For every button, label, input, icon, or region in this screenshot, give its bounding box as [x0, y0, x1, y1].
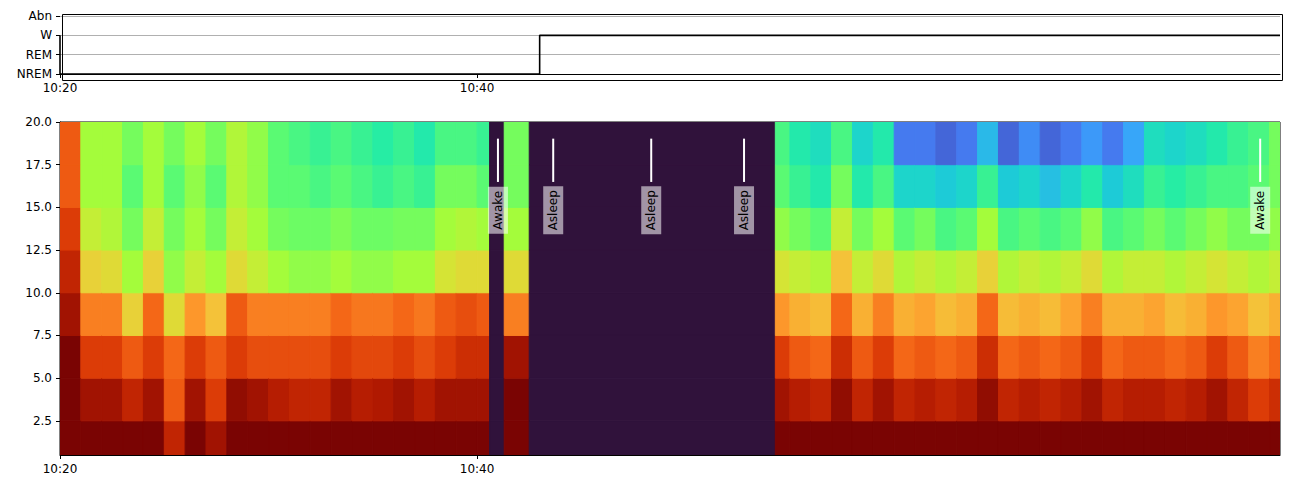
svg-text:Abn: Abn	[29, 9, 52, 23]
svg-text:Asleep: Asleep	[737, 190, 751, 230]
svg-text:10:20: 10:20	[43, 81, 78, 95]
svg-text:10:20: 10:20	[43, 462, 78, 476]
svg-text:Asleep: Asleep	[546, 190, 560, 230]
svg-text:20.0: 20.0	[25, 115, 52, 129]
svg-text:Asleep: Asleep	[644, 190, 658, 230]
svg-text:15.0: 15.0	[25, 200, 52, 214]
svg-text:REM: REM	[26, 48, 52, 62]
svg-text:7.5: 7.5	[33, 328, 52, 342]
svg-text:17.5: 17.5	[25, 158, 52, 172]
svg-text:Awake: Awake	[491, 191, 505, 230]
svg-text:2.5: 2.5	[33, 414, 52, 428]
svg-text:10.0: 10.0	[25, 286, 52, 300]
svg-text:NREM: NREM	[17, 67, 52, 81]
svg-text:10:40: 10:40	[460, 81, 495, 95]
svg-text:Awake: Awake	[1253, 191, 1267, 230]
svg-text:W: W	[40, 28, 52, 42]
svg-text:10:40: 10:40	[460, 462, 495, 476]
svg-text:5.0: 5.0	[33, 371, 52, 385]
svg-text:12.5: 12.5	[25, 243, 52, 257]
